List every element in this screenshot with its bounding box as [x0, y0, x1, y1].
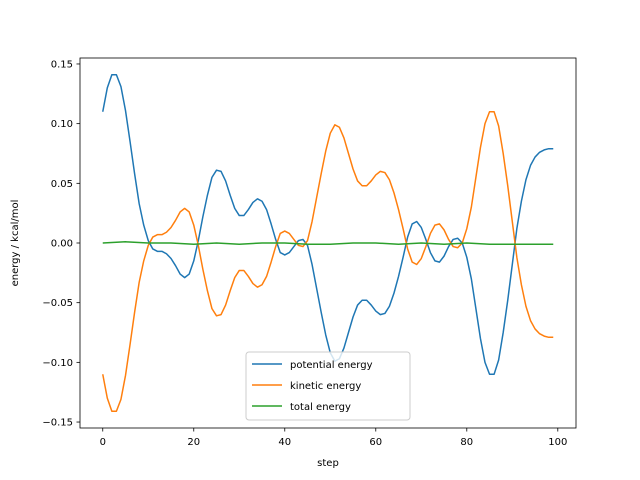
series-line-kinetic [102, 110, 554, 413]
x-tick-label: 0 [100, 437, 106, 448]
legend-label-total: total energy [290, 402, 351, 413]
y-axis-label: energy / kcal/mol [10, 200, 21, 287]
y-tick-label: 0.05 [51, 179, 73, 190]
y-tick-label: −0.10 [42, 358, 73, 369]
x-tick-label: 20 [187, 437, 200, 448]
x-tick-label: 100 [548, 437, 567, 448]
y-tick-label: −0.15 [42, 418, 73, 429]
y-axis: −0.15 −0.10 −0.05 0.00 0.05 0.10 0.15 [42, 59, 80, 429]
x-axis: 0 20 40 60 80 100 [100, 428, 567, 448]
x-axis-label: step [317, 458, 339, 469]
y-tick-label: 0.10 [51, 119, 73, 130]
plot-lines [102, 73, 554, 413]
y-tick-label: 0.00 [51, 239, 73, 250]
legend: potential energy kinetic energy total en… [245, 351, 411, 421]
y-tick-label: −0.05 [42, 298, 73, 309]
legend-label-kinetic: kinetic energy [290, 381, 361, 392]
legend-label-potential: potential energy [290, 360, 373, 371]
series-line-potential [102, 73, 554, 376]
y-tick-label: 0.15 [51, 59, 73, 70]
legend-box [245, 351, 411, 421]
x-tick-label: 40 [278, 437, 291, 448]
x-tick-label: 80 [460, 437, 473, 448]
series-line-total [102, 241, 554, 245]
x-tick-label: 60 [369, 437, 382, 448]
